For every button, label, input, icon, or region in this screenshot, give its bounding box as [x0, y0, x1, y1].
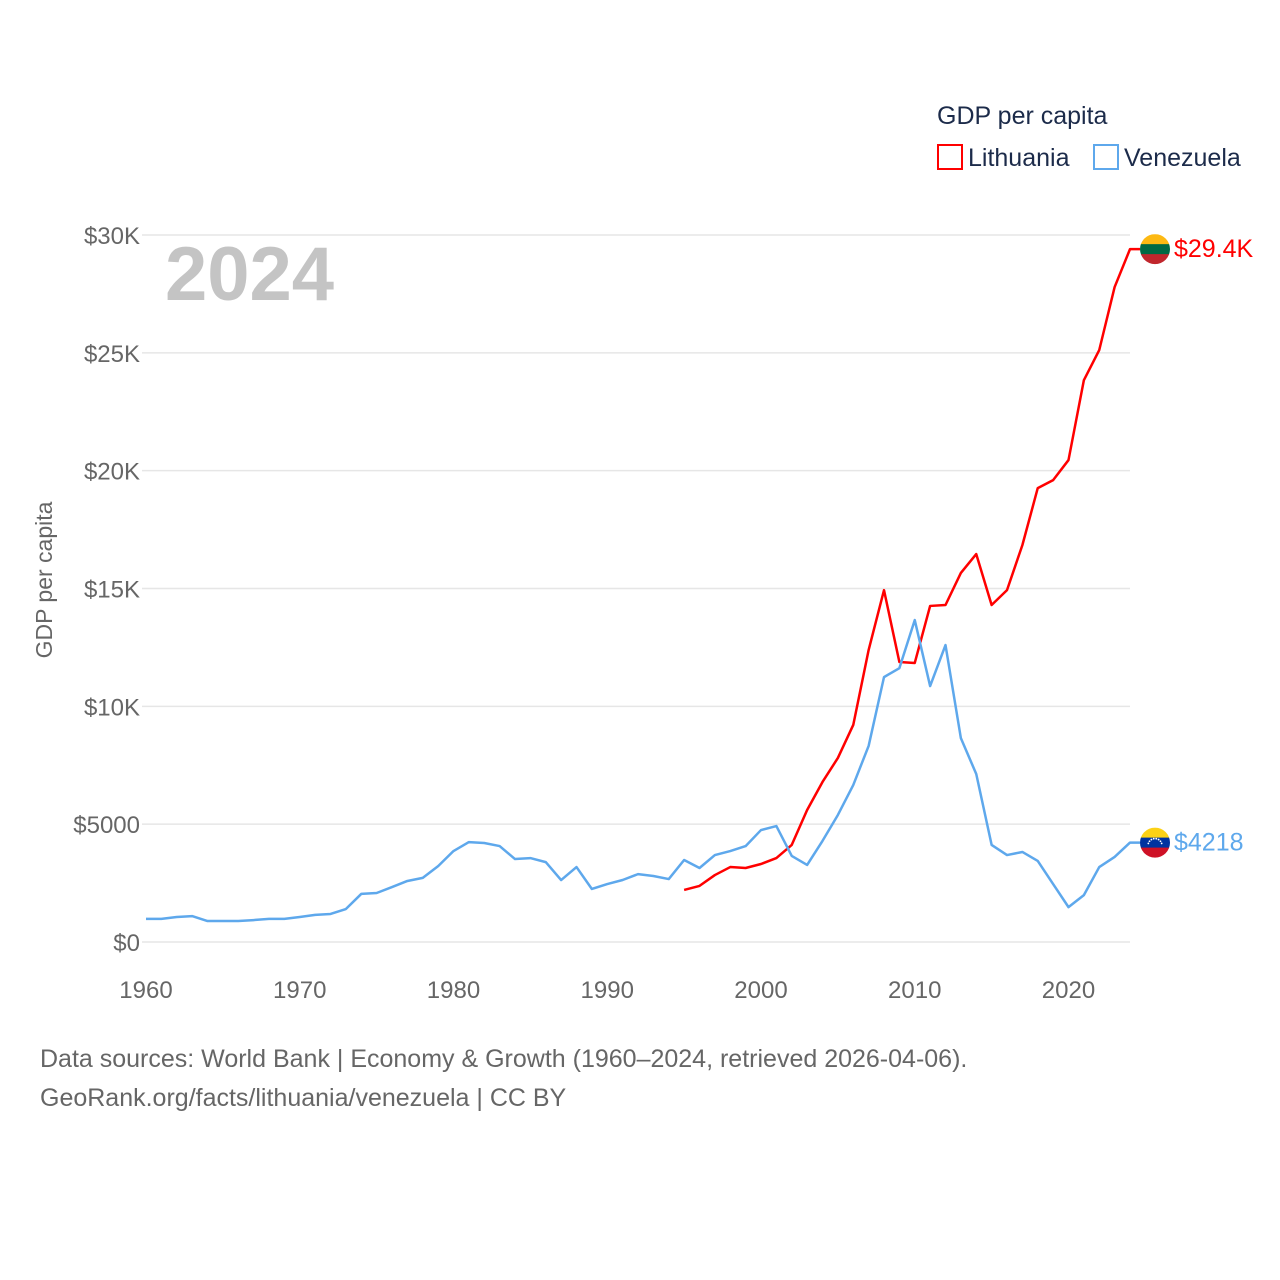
y-tick-label: $30K	[84, 223, 140, 250]
x-tick-label: 1960	[119, 977, 172, 1004]
x-tick-label: 2020	[1042, 977, 1095, 1004]
legend-swatch-lithuania	[937, 144, 963, 170]
x-tick-label: 1970	[273, 977, 326, 1004]
legend-swatch-venezuela	[1093, 144, 1119, 170]
end-label-lithuania: $29.4K	[1174, 235, 1254, 263]
y-tick-label: $25K	[84, 341, 140, 368]
year-watermark: 2024	[165, 232, 334, 317]
x-tick-label: 1980	[427, 977, 480, 1004]
legend-label-lithuania[interactable]: Lithuania	[968, 144, 1070, 172]
legend-title: GDP per capita	[937, 102, 1108, 130]
footer-sources: Data sources: World Bank | Economy & Gro…	[40, 1045, 968, 1073]
y-tick-label: $5000	[73, 812, 140, 839]
end-label-venezuela: $4218	[1174, 829, 1244, 857]
y-tick-label: $20K	[84, 459, 140, 486]
venezuela-flag-icon	[1140, 827, 1170, 858]
line-chart: $0 $5000 $10K $15K $20K $25K $30K 1960 1970 1980 1…	[31, 102, 1254, 1004]
y-tick-label: $15K	[84, 577, 140, 604]
legend-label-venezuela[interactable]: Venezuela	[1124, 144, 1241, 172]
lithuania-flag-icon	[1140, 234, 1170, 265]
series-line-lithuania[interactable]	[683, 247, 1140, 892]
y-tick-label: $10K	[84, 694, 140, 721]
y-axis-label: GDP per capita	[31, 501, 57, 658]
series-line-venezuela[interactable]	[146, 618, 1140, 923]
y-tick-label: $0	[113, 930, 140, 957]
x-tick-label: 2000	[734, 977, 787, 1004]
footer-attribution[interactable]: GeoRank.org/facts/lithuania/venezuela | …	[40, 1084, 567, 1112]
x-tick-label: 1990	[581, 977, 634, 1004]
x-tick-label: 2010	[888, 977, 941, 1004]
